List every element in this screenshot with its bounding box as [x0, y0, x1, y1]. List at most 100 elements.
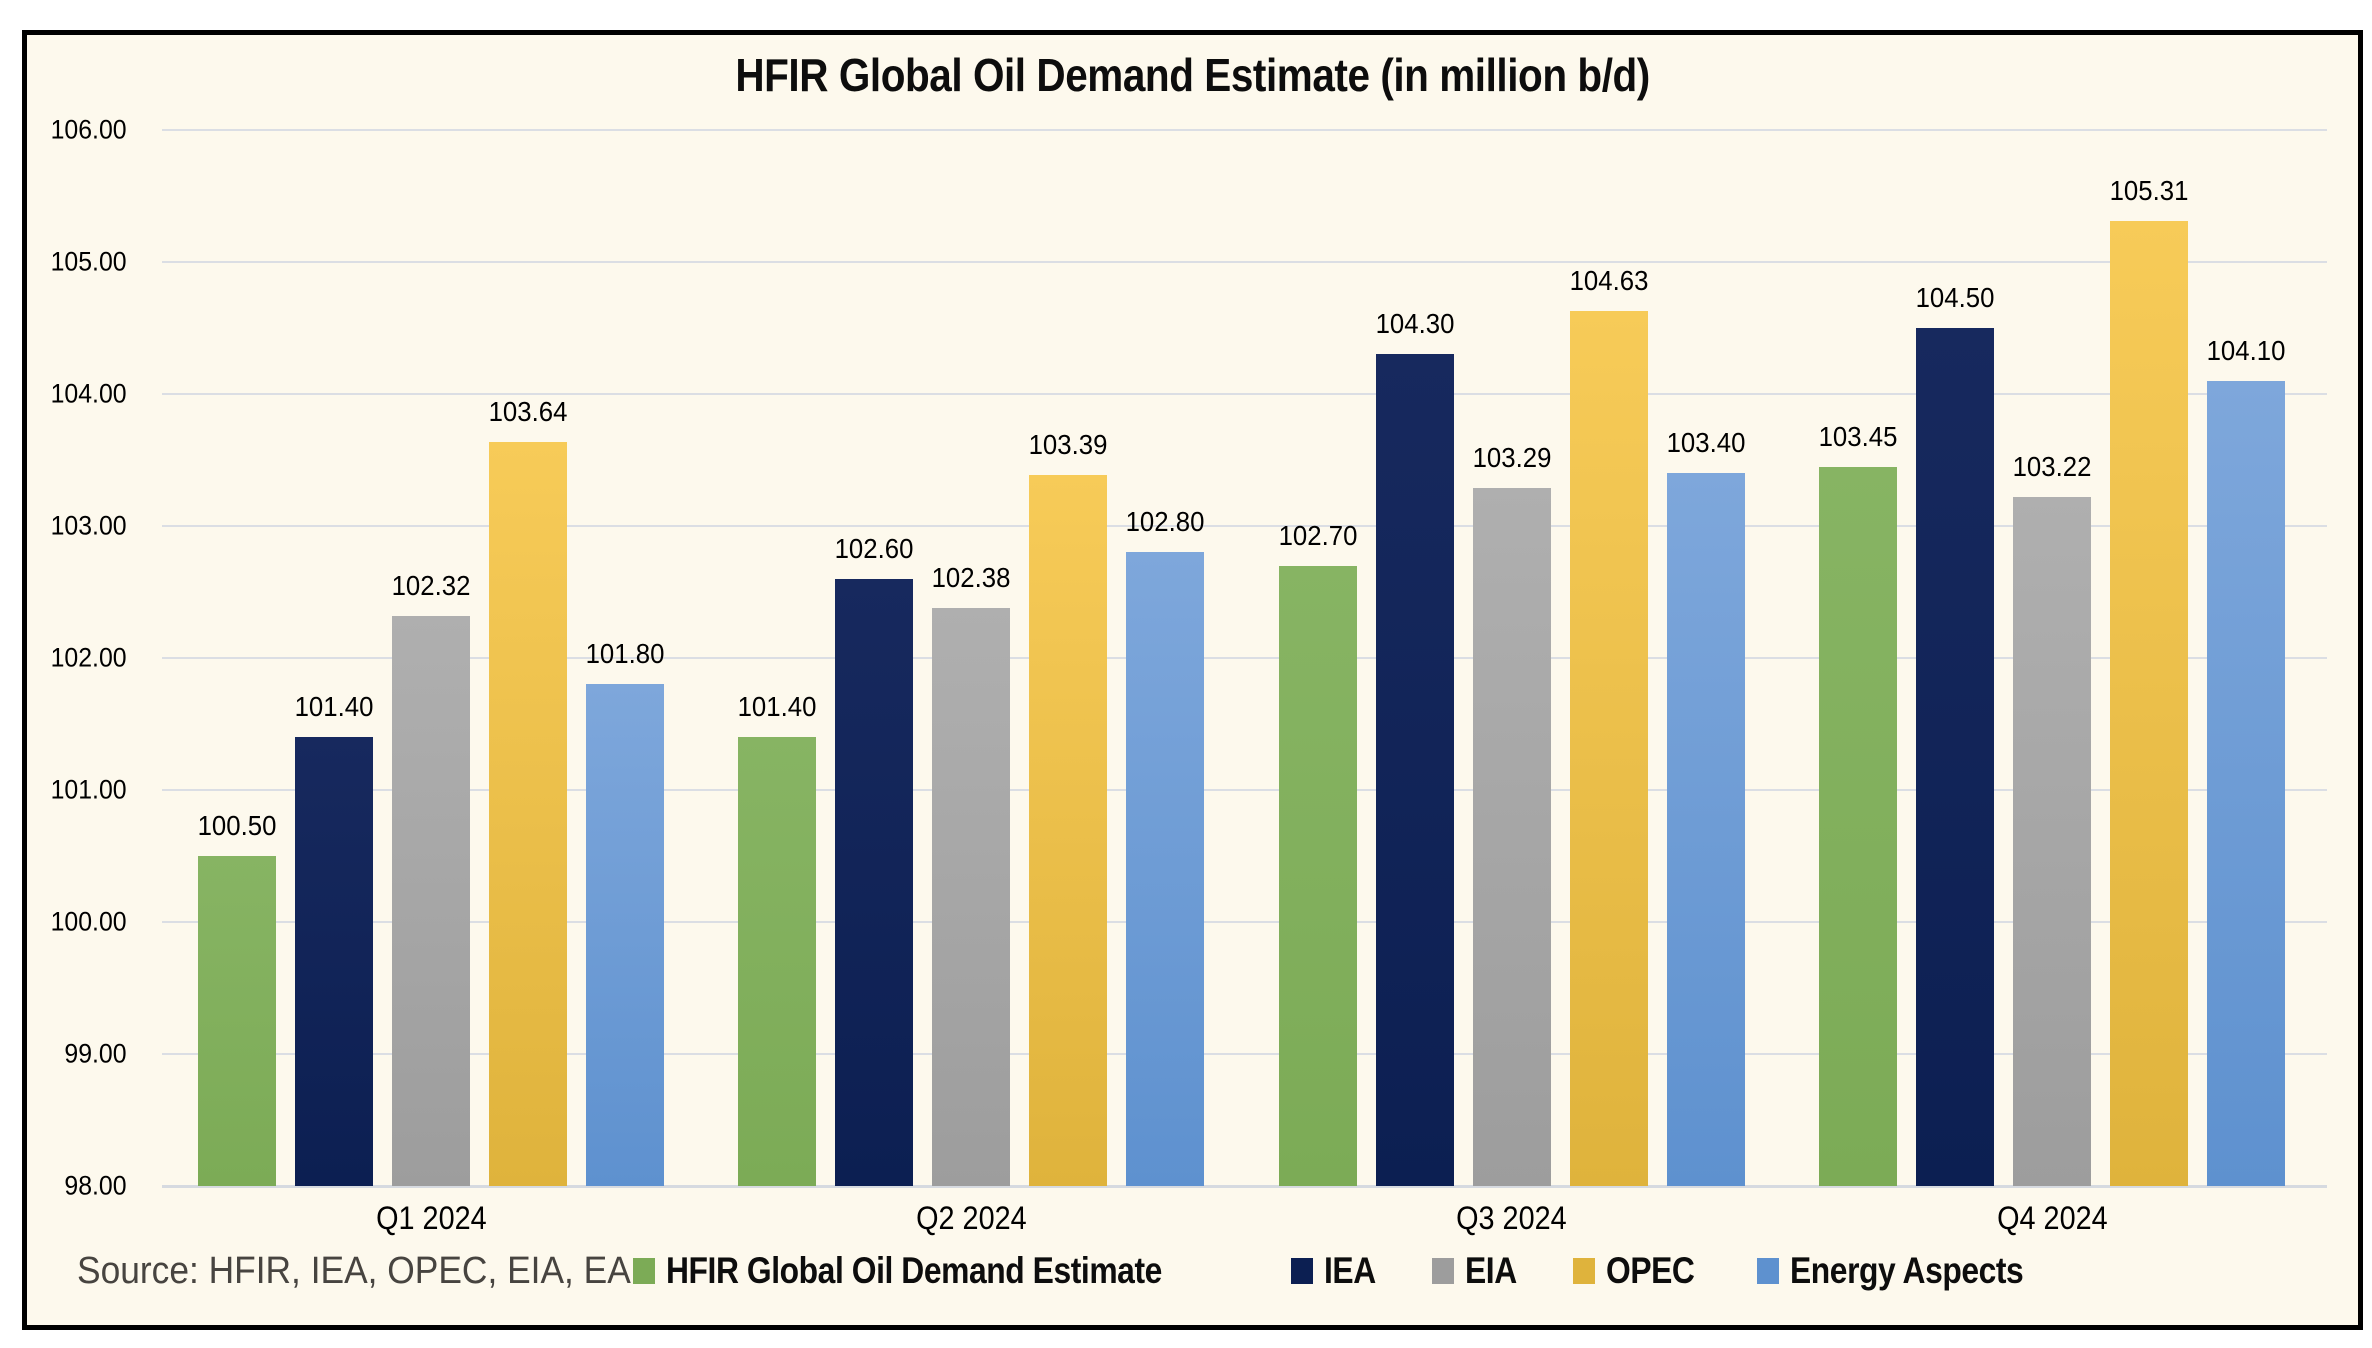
- legend: HFIR Global Oil Demand Estimate IEA EIA OPE…: [323, 1250, 2061, 1292]
- legend-label: OPEC: [1606, 1250, 1695, 1291]
- footer: Source: HFIR, IEA, OPEC, EIA, EA HFIR Gl…: [52, 1235, 2333, 1307]
- bar-value-label: 102.32: [391, 570, 471, 601]
- y-tick-label: 100.00: [51, 906, 127, 937]
- x-category-label: Q1 2024: [375, 1200, 487, 1236]
- bar: [489, 442, 567, 1186]
- bar-group: 100.50 101.40 102.32 103.64 101.80 Q1 2024: [198, 130, 665, 1236]
- chart-frame: HFIR Global Oil Demand Estimate (in mill…: [22, 30, 2363, 1330]
- bar-value-label: 101.80: [585, 638, 665, 669]
- legend-item: EIA: [1432, 1250, 1525, 1292]
- bar: [932, 608, 1011, 1186]
- bar-slot: 101.80: [586, 130, 664, 1186]
- legend-item: IEA: [1291, 1250, 1384, 1292]
- bar: [1278, 566, 1357, 1186]
- bar-slot: 105.31: [2110, 130, 2188, 1186]
- gridline: [162, 261, 2327, 263]
- bar-slot: 104.30: [1375, 130, 1454, 1186]
- x-axis-line: [162, 1185, 2327, 1188]
- bar-value-label: 102.38: [931, 562, 1011, 593]
- bar-slot: 103.22: [2013, 130, 2091, 1186]
- plot-area: 106.00 105.00 104.00 103.00 102.00 101.00 100.…: [51, 115, 2327, 1236]
- chart-title: HFIR Global Oil Demand Estimate (in mill…: [735, 49, 1650, 101]
- bar-slot: 103.64: [489, 130, 567, 1186]
- bar: [2012, 497, 2091, 1186]
- legend-label: IEA: [1324, 1250, 1376, 1291]
- bar-slot: 104.63: [1569, 130, 1648, 1186]
- bar-value-label: 101.40: [294, 691, 374, 722]
- y-tick-label: 98.00: [64, 1170, 127, 1201]
- bar-value-label: 105.31: [2109, 175, 2189, 206]
- bar-slot: 100.50: [198, 130, 276, 1186]
- bar-value-label: 104.50: [1915, 282, 1995, 313]
- bar-value-label: 103.29: [1472, 442, 1552, 473]
- bar: [198, 856, 276, 1186]
- bar-slot: 103.29: [1472, 130, 1551, 1186]
- bar-slot: 101.40: [295, 130, 373, 1186]
- bar-group: 103.45 104.50 103.22 105.31 104.10 Q4 2024: [1819, 130, 2286, 1236]
- bar: [586, 684, 664, 1186]
- legend-label: HFIR Global Oil Demand Estimate: [666, 1250, 1163, 1291]
- bar: [1126, 552, 1205, 1186]
- bar-slot: 102.38: [932, 130, 1011, 1186]
- x-category-label: Q4 2024: [1996, 1200, 2108, 1236]
- bar-value-label: 102.70: [1278, 520, 1358, 551]
- bar: [1029, 475, 1108, 1186]
- legend-swatch: [1291, 1258, 1314, 1284]
- gridline: [162, 129, 2327, 131]
- bar-slot: 101.40: [738, 130, 817, 1186]
- x-category-label: Q2 2024: [916, 1200, 1027, 1236]
- legend-swatch: [1573, 1258, 1596, 1284]
- gridline: [162, 525, 2327, 527]
- bar: [392, 616, 470, 1186]
- bar-slot: 104.10: [2207, 130, 2285, 1186]
- bar: [1915, 328, 1994, 1186]
- y-tick-label: 104.00: [51, 378, 127, 409]
- gridline: [162, 921, 2327, 923]
- bar-value-label: 104.63: [1569, 265, 1649, 296]
- bar: [738, 737, 817, 1186]
- bar: [1818, 467, 1897, 1186]
- gridline: [162, 1053, 2327, 1055]
- bar-group: 101.40 102.60 102.38 103.39 102.80 Q2 2024: [738, 130, 1205, 1236]
- bar-slot: 102.60: [835, 130, 914, 1186]
- bar: [2206, 381, 2285, 1186]
- bar: [295, 737, 373, 1186]
- bar-value-label: 103.40: [1666, 427, 1746, 458]
- y-tick-label: 103.00: [51, 510, 127, 541]
- bar-slot: 103.45: [1819, 130, 1897, 1186]
- x-category-label: Q3 2024: [1456, 1200, 1567, 1236]
- bar-group: 102.70 104.30 103.29 104.63 103.40 Q3 2024: [1278, 130, 1745, 1236]
- legend-swatch: [1757, 1258, 1780, 1284]
- bar-slot: 102.70: [1278, 130, 1357, 1186]
- y-tick-label: 105.00: [51, 246, 127, 277]
- gridline: [162, 789, 2327, 791]
- legend-label: EIA: [1465, 1250, 1517, 1291]
- source-note: Source: HFIR, IEA, OPEC, EIA, EA: [77, 1249, 631, 1292]
- bar-slot: 103.39: [1029, 130, 1108, 1186]
- bar-slot: 102.32: [392, 130, 470, 1186]
- bar: [1375, 354, 1454, 1186]
- bar-value-label: 102.60: [834, 533, 914, 564]
- y-tick-label: 99.00: [64, 1038, 127, 1069]
- bar: [1569, 311, 1648, 1186]
- bar-value-label: 103.64: [488, 396, 568, 427]
- gridline: [162, 657, 2327, 659]
- bar-value-label: 100.50: [197, 810, 277, 841]
- legend-swatch: [633, 1258, 656, 1284]
- y-tick-label: 106.00: [51, 114, 127, 145]
- bar-value-label: 103.39: [1028, 429, 1108, 460]
- legend-swatch: [1432, 1258, 1455, 1284]
- y-tick-label: 101.00: [51, 774, 127, 805]
- gridline: [162, 393, 2327, 395]
- legend-label: Energy Aspects: [1790, 1250, 2024, 1291]
- bar-value-label: 101.40: [737, 691, 817, 722]
- bar-value-label: 104.10: [2206, 335, 2286, 366]
- bar: [1472, 488, 1551, 1186]
- legend-item: Energy Aspects: [1757, 1250, 2061, 1292]
- bar-value-label: 104.30: [1375, 308, 1455, 339]
- bar-slot: 104.50: [1916, 130, 1994, 1186]
- bar: [2109, 221, 2188, 1186]
- bar-value-label: 103.22: [2012, 451, 2092, 482]
- bar: [835, 579, 914, 1186]
- legend-item: OPEC: [1573, 1250, 1709, 1292]
